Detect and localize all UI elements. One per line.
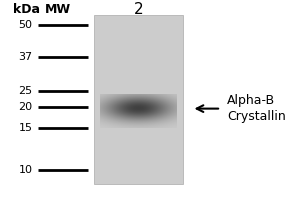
Text: 15: 15 xyxy=(18,123,32,133)
Text: Alpha-B: Alpha-B xyxy=(227,94,275,107)
Text: 25: 25 xyxy=(18,86,32,96)
Text: 10: 10 xyxy=(18,165,32,175)
Text: 37: 37 xyxy=(18,52,32,62)
Bar xyxy=(94,15,183,184)
Text: 50: 50 xyxy=(18,20,32,30)
Text: MW: MW xyxy=(44,3,70,16)
Text: 20: 20 xyxy=(18,102,32,112)
Text: kDa: kDa xyxy=(13,3,40,16)
Text: 2: 2 xyxy=(134,2,143,17)
Text: Crystallin: Crystallin xyxy=(227,110,286,123)
